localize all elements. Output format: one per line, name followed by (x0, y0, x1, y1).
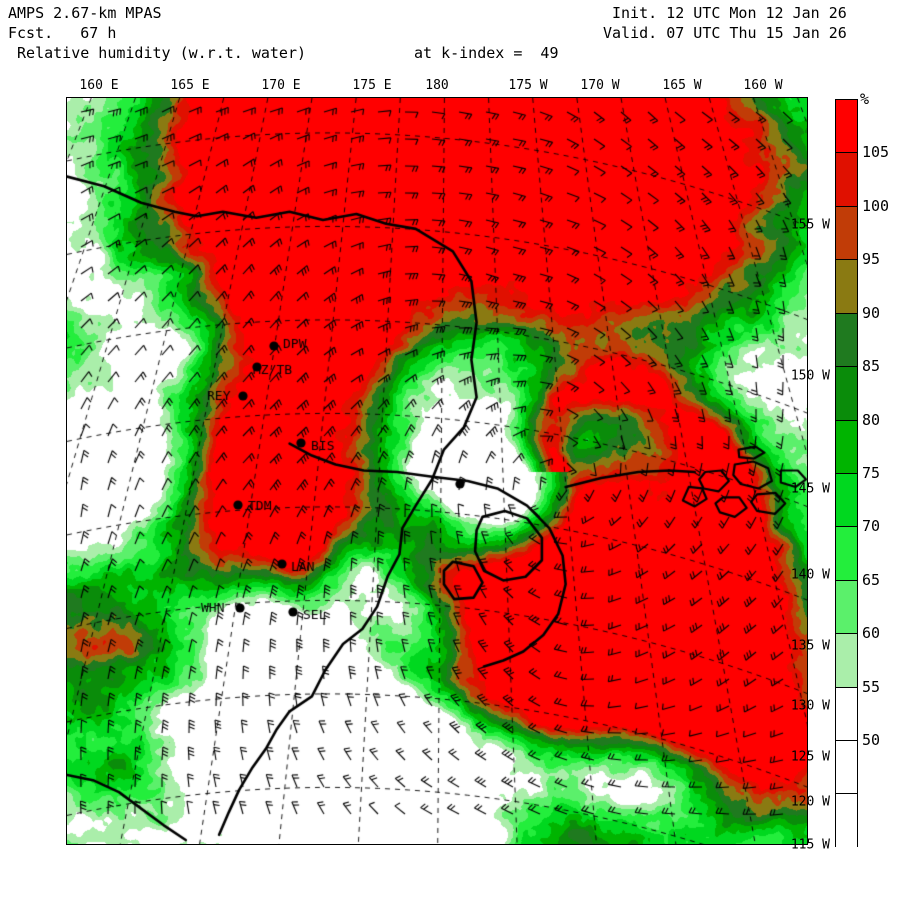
colorbar-tick-50: 50 (862, 731, 881, 750)
lon-label-5: 175 W (508, 78, 548, 93)
lon-label-7: 165 W (662, 78, 702, 93)
colorbar-tick-65: 65 (862, 570, 881, 589)
colorbar-band-4 (836, 313, 857, 368)
colorbar-tick-85: 85 (862, 357, 881, 376)
colorbar-band-1 (836, 153, 857, 207)
right-lon-label-8: 115 W (790, 837, 830, 853)
colorbar-units-label: % (860, 90, 870, 108)
colorbar-band-0 (836, 100, 857, 154)
colorbar-band-6 (836, 420, 857, 474)
colorbar[interactable] (835, 99, 858, 848)
colorbar-tick-60: 60 (862, 624, 881, 643)
right-lon-label-7: 120 W (790, 794, 830, 810)
relative-humidity-field (67, 98, 807, 844)
map-plot-area[interactable] (66, 97, 808, 845)
right-lon-label-2: 145 W (790, 481, 830, 497)
lon-label-2: 170 E (261, 78, 301, 93)
model-title: AMPS 2.67-km MPAS (8, 4, 162, 22)
colorbar-band-8 (836, 527, 857, 581)
colorbar-band-2 (836, 206, 857, 261)
colorbar-band-7 (836, 473, 857, 528)
k-index-label: at k-index = 49 (414, 44, 559, 62)
colorbar-tick-100: 100 (862, 196, 890, 215)
lon-label-0: 160 E (79, 78, 119, 93)
lon-label-4: 180 (425, 78, 449, 93)
colorbar-band-5 (836, 367, 857, 421)
colorbar-band-9 (836, 580, 857, 635)
right-lon-label-1: 150 W (790, 368, 830, 384)
lon-label-8: 160 W (743, 78, 783, 93)
valid-time: Valid. 07 UTC Thu 15 Jan 26 (603, 24, 847, 42)
colorbar-tick-75: 75 (862, 464, 881, 482)
right-lon-label-4: 135 W (790, 638, 830, 654)
colorbar-tick-70: 70 (862, 517, 881, 536)
colorbar-tick-95: 95 (862, 250, 881, 269)
lon-label-1: 165 E (170, 78, 210, 93)
right-lon-label-3: 140 W (790, 567, 830, 583)
init-time: Init. 12 UTC Mon 12 Jan 26 (612, 4, 847, 22)
right-lon-label-6: 125 W (790, 749, 830, 765)
lon-label-3: 175 E (352, 78, 392, 93)
lon-label-6: 170 W (580, 78, 620, 93)
colorbar-tick-90: 90 (862, 303, 881, 322)
colorbar-band-3 (836, 260, 857, 314)
colorbar-band-11 (836, 687, 857, 742)
colorbar-band-12 (836, 741, 857, 795)
colorbar-band-10 (836, 634, 857, 688)
field-name: Relative humidity (w.r.t. water) (8, 44, 307, 62)
right-lon-label-5: 130 W (790, 698, 830, 714)
colorbar-band-13 (836, 794, 857, 848)
forecast-hour: Fcst. 67 h (8, 24, 117, 42)
colorbar-tick-55: 55 (862, 677, 881, 696)
right-lon-label-0: 155 W (790, 217, 830, 233)
colorbar-tick-80: 80 (862, 410, 881, 429)
colorbar-tick-105: 105 (862, 143, 890, 162)
